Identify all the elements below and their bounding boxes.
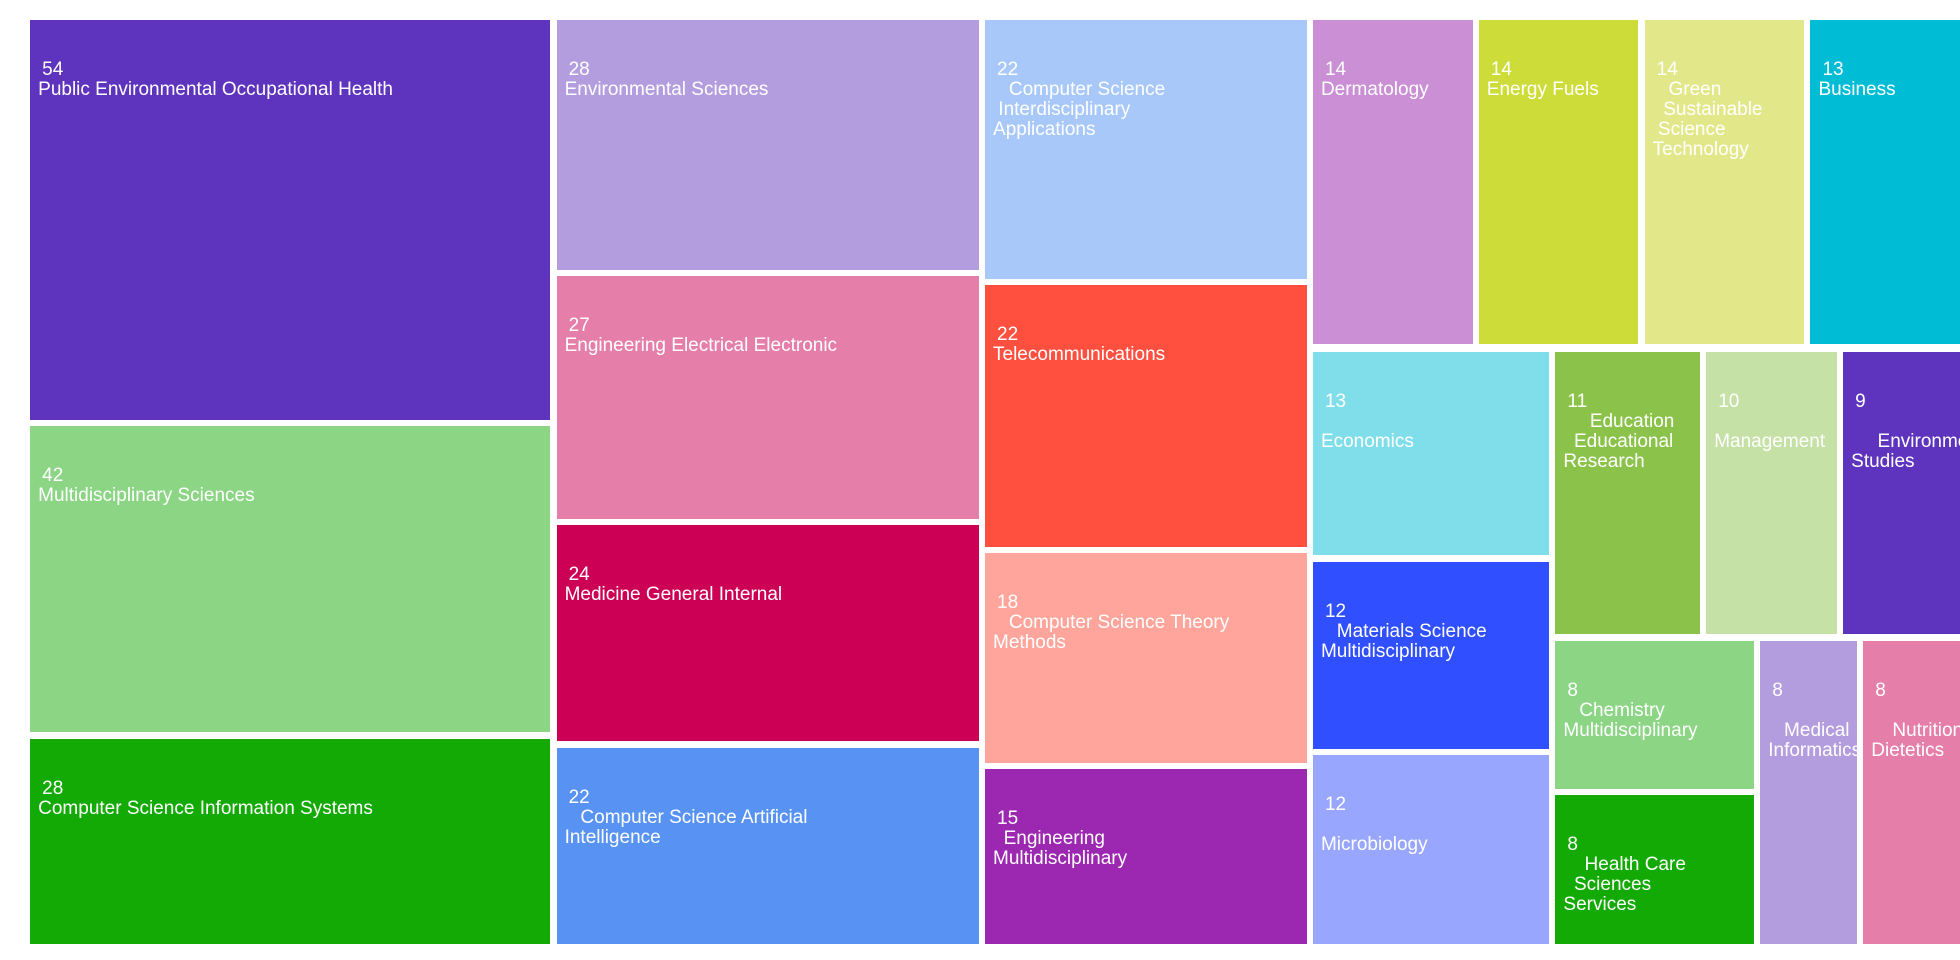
tile-value: 8 [1875, 679, 1886, 701]
tile-label: Energy Fuels [1486, 79, 1599, 101]
tile-label: Medicine General Internal [564, 584, 783, 606]
tile-label: Computer Science Interdisciplinary Appli… [993, 79, 1166, 141]
tile-label: Business [1818, 79, 1896, 101]
tile-label: Environmental Studies [1851, 430, 1960, 472]
tile-value: 10 [1718, 390, 1740, 412]
tile-label: Nutrition Dietetics [1871, 719, 1960, 761]
tile-label: Economics [1320, 430, 1414, 452]
tile-label: Computer Science Information Systems [38, 797, 373, 819]
tile-label: Materials Science Multidisciplinary [1320, 620, 1487, 662]
treemap-tile[interactable]: 8 Chemistry Multidisciplinary [1555, 640, 1754, 790]
tile-label: Dermatology [1320, 79, 1429, 101]
tile-value: 14 [1324, 59, 1347, 81]
tile-value: 28 [568, 59, 590, 81]
tile-label: Public Environmental Occupational Health [38, 79, 393, 101]
treemap-tile[interactable]: 15 Engineering Multidisciplinary [985, 768, 1307, 944]
tile-label: Engineering Multidisciplinary [993, 827, 1128, 869]
tile-value: 42 [42, 464, 64, 486]
treemap-tile[interactable]: 54 Public Environmental Occupational Heal… [30, 20, 551, 420]
tile-label: Chemistry Multidisciplinary [1563, 699, 1698, 741]
tile-value: 12 [1324, 794, 1347, 816]
tile-value: 8 [1567, 834, 1578, 856]
treemap-tile[interactable]: 22 Telecommunications [985, 285, 1307, 547]
treemap-tile[interactable]: 24 Medicine General Internal [556, 525, 979, 742]
tile-label: Multidisciplinary Sciences [38, 484, 255, 506]
tile-value: 9 [1855, 390, 1866, 412]
tile-label: Education Educational Research [1563, 410, 1675, 472]
tile-value: 14 [1656, 59, 1678, 81]
treemap-tile[interactable]: 14 Dermatology [1312, 20, 1473, 345]
treemap-tile[interactable]: 11 Education Educational Research [1555, 351, 1700, 635]
tile-value: 13 [1822, 59, 1844, 81]
tile-value: 13 [1324, 390, 1347, 412]
treemap-tile[interactable]: 22 Computer Science Interdisciplinary Ap… [985, 20, 1307, 279]
treemap-tile[interactable]: 13 Economics [1312, 351, 1550, 556]
treemap-tile[interactable]: 12 Microbiology [1312, 755, 1550, 944]
tile-label: Health Care Sciences Services [1563, 854, 1686, 916]
treemap-tile[interactable]: 8 Nutrition Dietetics [1863, 640, 1960, 944]
tile-value: 12 [1324, 600, 1347, 622]
tile-value: 22 [997, 59, 1019, 81]
tile-value: 27 [568, 315, 590, 337]
tile-value: 22 [568, 786, 590, 808]
treemap-tile[interactable]: 14 Energy Fuels [1478, 20, 1639, 345]
treemap-tile[interactable]: 8 Health Care Sciences Services [1555, 795, 1754, 944]
tile-label: Management [1714, 430, 1826, 452]
tile-label: Computer Science Artificial Intelligence [564, 806, 808, 848]
tile-label: Green Sustainable Science Technology [1652, 79, 1763, 161]
treemap-tile[interactable]: 28 Environmental Sciences [556, 20, 979, 271]
treemap-tile[interactable]: 28 Computer Science Information Systems [30, 738, 551, 944]
tile-label: Engineering Electrical Electronic [564, 335, 838, 357]
tile-value: 14 [1490, 59, 1512, 81]
tile-value: 11 [1567, 390, 1588, 412]
tile-value: 24 [568, 564, 590, 586]
treemap-tile[interactable]: 42 Multidisciplinary Sciences [30, 425, 551, 733]
treemap-tile[interactable]: 10 Management [1706, 351, 1837, 635]
tile-value: 22 [997, 324, 1019, 346]
treemap-tile[interactable]: 12 Materials Science Multidisciplinary [1312, 561, 1550, 749]
treemap-tile[interactable]: 9 Environmental Studies [1843, 351, 1960, 635]
tile-label: Telecommunications [993, 344, 1166, 366]
tile-value: 8 [1772, 679, 1783, 701]
tile-label: Medical Informatics [1768, 719, 1857, 761]
tile-label: Microbiology [1320, 834, 1428, 856]
tile-value: 18 [997, 591, 1019, 613]
treemap-tile[interactable]: 22 Computer Science Artificial Intellige… [556, 747, 979, 944]
treemap-tile[interactable]: 27 Engineering Electrical Electronic [556, 276, 979, 519]
treemap-tile[interactable]: 13 Business [1810, 20, 1960, 345]
tile-value: 15 [997, 807, 1019, 829]
tile-value: 8 [1567, 679, 1578, 701]
treemap-tile[interactable]: 18 Computer Science Theory Methods [985, 552, 1307, 763]
tile-label: Computer Science Theory Methods [993, 611, 1230, 653]
tile-value: 54 [42, 59, 64, 81]
treemap-tile[interactable]: 14 Green Sustainable Science Technology [1644, 20, 1805, 345]
tile-value: 28 [42, 777, 64, 799]
tile-label: Environmental Sciences [564, 79, 769, 101]
treemap-tile[interactable]: 8 Medical Informatics [1760, 640, 1857, 944]
